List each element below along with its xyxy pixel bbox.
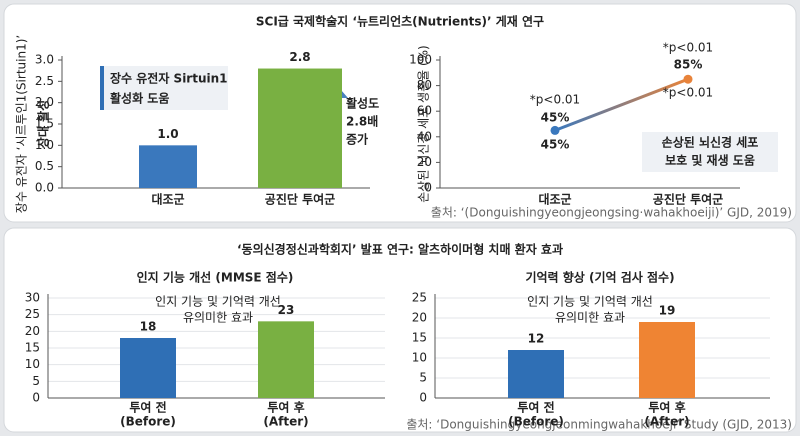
x-tick-label: 대조군 — [151, 193, 184, 207]
value-label: 45% — [541, 138, 570, 152]
value-label: 85% — [674, 58, 703, 72]
annotation: *p<0.01 — [663, 41, 713, 55]
y-tick-label: 25 — [25, 307, 40, 321]
point — [683, 74, 693, 84]
bar — [139, 145, 197, 188]
x-tick-label: 공진단 투여군 — [653, 192, 723, 207]
y-tick-label: 40 — [417, 129, 432, 143]
y-tick-label: 0 — [32, 391, 40, 405]
annotation: 유의미한 효과 — [183, 311, 253, 325]
y-tick-label: 20 — [412, 311, 427, 325]
bar — [508, 350, 564, 398]
bar — [120, 338, 176, 398]
y-tick-label: 25 — [412, 291, 427, 305]
annotation: 보호 및 재생 도움 — [665, 153, 755, 168]
value-label: 45% — [541, 111, 570, 125]
annotation: 활성화 도움 — [110, 91, 169, 106]
y-tick-label: 1.5 — [35, 117, 54, 131]
point — [550, 125, 560, 135]
annotation: 증가 — [346, 132, 368, 147]
y-tick-label: 0 — [419, 391, 427, 405]
annotation: 장수 유전자 Sirtuin1 — [110, 71, 228, 86]
line — [554, 77, 689, 132]
y-axis-label: 장수 유전자 ‘시르투인1(Sirtuin1)’ — [15, 35, 29, 213]
y-tick-label: 2.5 — [35, 74, 54, 88]
x-tick-label: 투여 후 — [267, 400, 304, 415]
x-tick-label: (After) — [644, 415, 689, 429]
annotation: *p<0.01 — [663, 86, 713, 100]
y-tick-label: 10 — [412, 351, 427, 365]
x-tick-label: 공진단 투여군 — [265, 192, 335, 207]
y-tick-label: 5 — [32, 374, 40, 388]
y-axis-label: 손상된 뇌신경 세포 생존율 (%) — [417, 45, 431, 202]
bar — [639, 322, 695, 398]
panel-title: ‘동의신경정신과학회지’ 발표 연구: 알츠하이머형 치매 환자 효과 — [237, 242, 563, 257]
x-tick-label: 투여 전 — [129, 400, 166, 415]
bar — [258, 321, 314, 398]
y-tick-label: 0 — [424, 181, 432, 195]
y-tick-label: 20 — [417, 155, 432, 169]
note-box — [642, 132, 778, 172]
y-tick-label: 15 — [412, 331, 427, 345]
x-tick-label: 대조군 — [538, 193, 571, 207]
y-tick-label: 60 — [417, 104, 432, 118]
note-box — [100, 66, 228, 110]
value-label: 19 — [659, 304, 676, 318]
x-tick-label: (Before) — [508, 415, 564, 429]
value-label: 1.0 — [157, 127, 178, 141]
y-tick-label: 30 — [25, 291, 40, 305]
y-tick-label: 0.5 — [35, 159, 54, 173]
chart-title: 인지 기능 개선 (MMSE 점수) — [137, 270, 294, 285]
y-tick-label: 100 — [409, 53, 432, 67]
x-tick-label: 투여 전 — [517, 400, 554, 415]
chart-title: 기억력 향상 (기억 검사 점수) — [525, 270, 674, 285]
annotation: 2.8배 — [346, 114, 378, 129]
annotation: 인지 기능 및 기억력 개선 — [527, 295, 653, 309]
y-tick-label: 3.0 — [35, 53, 54, 67]
source-note: 출처: ‘(Donguishingyeongjeongsing·wahakhoe… — [431, 206, 792, 220]
source-note: 출처: ‘Donguishingyeongjeonmingwahakhoeji’… — [406, 418, 792, 432]
value-label: 23 — [278, 303, 295, 317]
x-tick-label: 투여 후 — [648, 400, 685, 415]
value-label: 12 — [528, 332, 545, 346]
y-tick-label: 80 — [417, 78, 432, 92]
x-tick-label: (After) — [263, 415, 308, 429]
y-tick-label: 1.0 — [35, 138, 54, 152]
y-tick-label: 10 — [25, 357, 40, 371]
y-tick-label: 15 — [25, 341, 40, 355]
y-tick-label: 5 — [419, 371, 427, 385]
y-tick-label: 2.0 — [35, 95, 54, 109]
panel-title: SCI급 국제학술지 ‘뉴트리언츠(Nutrients)’ 게재 연구 — [256, 14, 544, 29]
value-label: 18 — [140, 320, 157, 334]
annotation: 활성도 — [346, 96, 379, 111]
y-axis-label: 상대 활성 — [36, 100, 51, 148]
bar — [258, 68, 342, 188]
note-accent — [100, 66, 104, 110]
y-tick-label: 20 — [25, 324, 40, 338]
annotation: 인지 기능 및 기억력 개선 — [155, 295, 281, 309]
annotation: *p<0.01 — [530, 93, 580, 107]
y-tick-label: 0.0 — [35, 181, 54, 195]
top-panel — [3, 3, 797, 223]
annotation: 손상된 뇌신경 세포 — [662, 135, 759, 150]
value-label: 2.8 — [289, 50, 310, 64]
annotation: 유의미한 효과 — [555, 311, 625, 325]
x-tick-label: (Before) — [120, 415, 176, 429]
